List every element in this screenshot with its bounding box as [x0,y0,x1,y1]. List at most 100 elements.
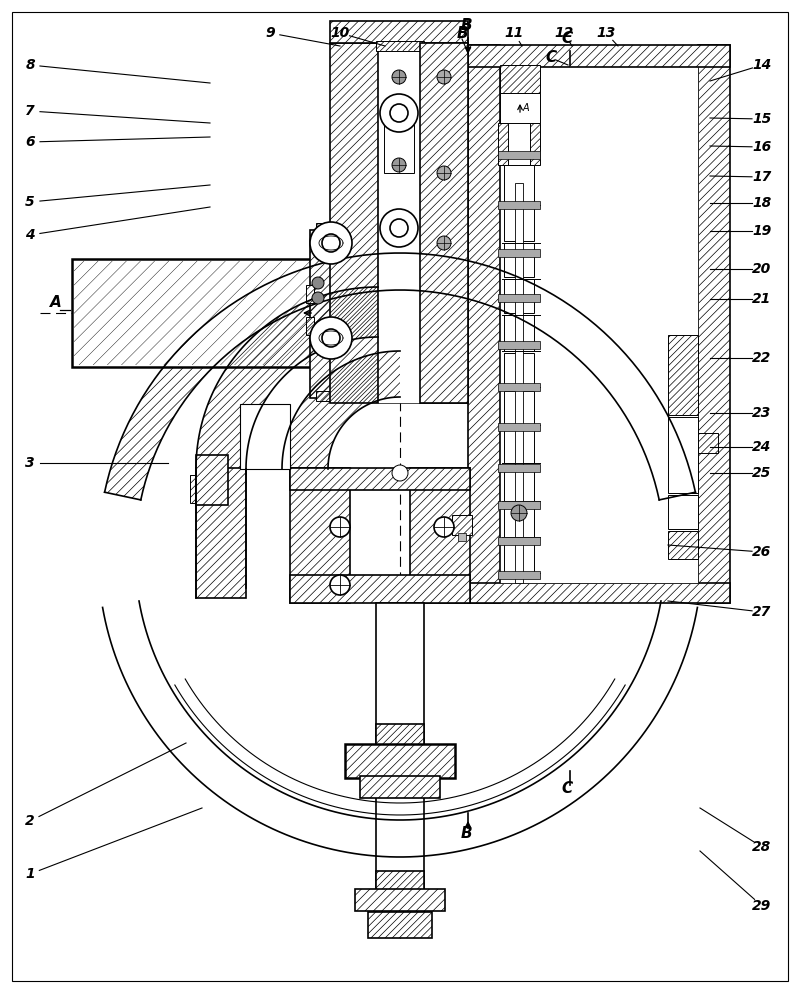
Bar [500,67,698,583]
Text: 17: 17 [752,170,772,184]
Circle shape [392,158,406,172]
Bar [330,21,468,43]
Bar [504,391,534,425]
Bar [196,468,246,598]
Bar [698,45,730,603]
Text: 14: 14 [752,58,772,72]
Circle shape [322,329,340,347]
Text: B: B [456,26,468,41]
Text: 26: 26 [752,545,772,559]
Bar [360,776,440,798]
Bar [668,495,698,529]
Bar [498,571,540,579]
Bar [420,43,468,403]
Bar [498,123,508,165]
Bar [504,539,534,573]
Bar [504,503,534,537]
Bar [504,427,534,463]
Circle shape [312,277,324,289]
Bar [668,335,698,415]
Bar [498,151,540,159]
Text: 3: 3 [25,456,35,470]
Bar [190,475,208,503]
Circle shape [330,517,350,537]
Bar [498,464,540,472]
Bar [370,230,388,398]
Bar [378,41,420,403]
Text: 1: 1 [25,867,35,881]
Bar [498,341,540,349]
Text: 23: 23 [752,406,772,420]
Text: C: C [546,50,557,65]
Bar [498,423,540,431]
Bar [72,259,312,367]
Circle shape [437,236,451,250]
Bar [498,537,540,545]
Text: 7: 7 [25,104,35,118]
Circle shape [392,70,406,84]
Bar [376,603,424,761]
Bar [504,315,534,351]
Text: 8: 8 [25,58,35,72]
Text: B: B [460,826,472,841]
Text: 29: 29 [752,899,772,913]
Bar [376,891,424,913]
Text: 27: 27 [752,605,772,619]
Bar [376,724,424,746]
Circle shape [434,517,454,537]
Text: 18: 18 [752,196,772,210]
Circle shape [312,292,324,304]
Text: 24: 24 [752,440,772,454]
Bar [316,223,330,233]
Circle shape [437,166,451,180]
Text: 11: 11 [504,26,524,40]
Bar [504,205,534,241]
Bar [498,201,540,209]
Text: C: C [562,31,573,46]
Text: 6: 6 [25,135,35,149]
Circle shape [392,465,408,481]
Circle shape [380,94,418,132]
Text: 20: 20 [752,262,772,276]
Bar [515,183,523,583]
Bar [290,468,470,490]
Text: 25: 25 [752,466,772,480]
Bar [384,115,414,173]
Bar [530,123,540,165]
Bar [330,43,378,403]
Text: 16: 16 [752,140,772,154]
Text: A: A [523,103,530,113]
Text: 4: 4 [25,228,35,242]
Bar [500,93,540,123]
Bar [410,468,470,603]
Bar [668,417,698,493]
Bar [504,465,534,501]
Bar [698,433,718,453]
Bar [458,533,466,541]
Bar [500,65,540,93]
Circle shape [437,70,451,84]
Text: 22: 22 [752,351,772,365]
Circle shape [390,104,408,122]
Circle shape [390,219,408,237]
Text: 10: 10 [330,26,350,40]
Bar [504,279,534,313]
Bar [468,583,730,603]
Bar [306,285,314,303]
Bar [498,501,540,509]
Text: 12: 12 [554,26,574,40]
Bar [498,383,540,391]
Bar [306,317,314,335]
Text: B: B [460,18,472,33]
Bar [376,746,424,891]
Circle shape [380,209,418,247]
Bar [345,744,455,778]
Bar [420,43,468,403]
Bar [290,468,350,603]
Text: 19: 19 [752,224,772,238]
Bar [290,575,470,603]
Bar [468,45,500,603]
Bar [504,165,534,203]
Bar [196,455,228,505]
Bar [498,249,540,257]
